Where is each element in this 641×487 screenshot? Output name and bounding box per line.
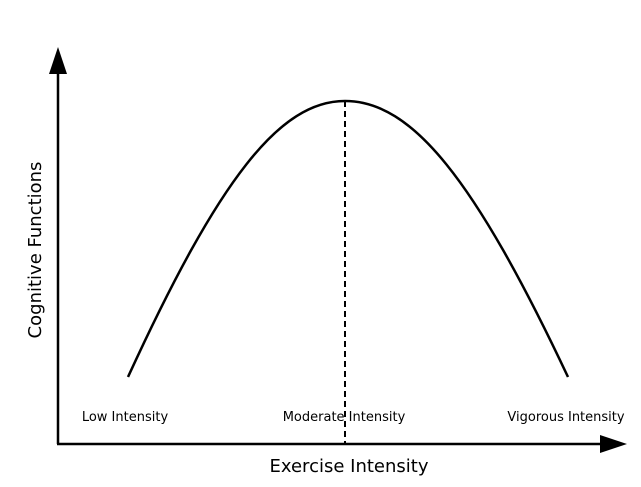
x-axis-title: Exercise Intensity — [270, 456, 429, 477]
y-axis-title: Cognitive Functions — [25, 162, 46, 339]
x-axis-arrow — [600, 435, 627, 453]
x-tick-label-vigorous: Vigorous Intensity — [507, 410, 624, 425]
y-axis-arrow — [49, 47, 67, 74]
x-tick-label-moderate: Moderate Intensity — [283, 410, 406, 425]
series-curve — [126, 99, 570, 378]
x-tick-label-low: Low Intensity — [82, 410, 169, 425]
